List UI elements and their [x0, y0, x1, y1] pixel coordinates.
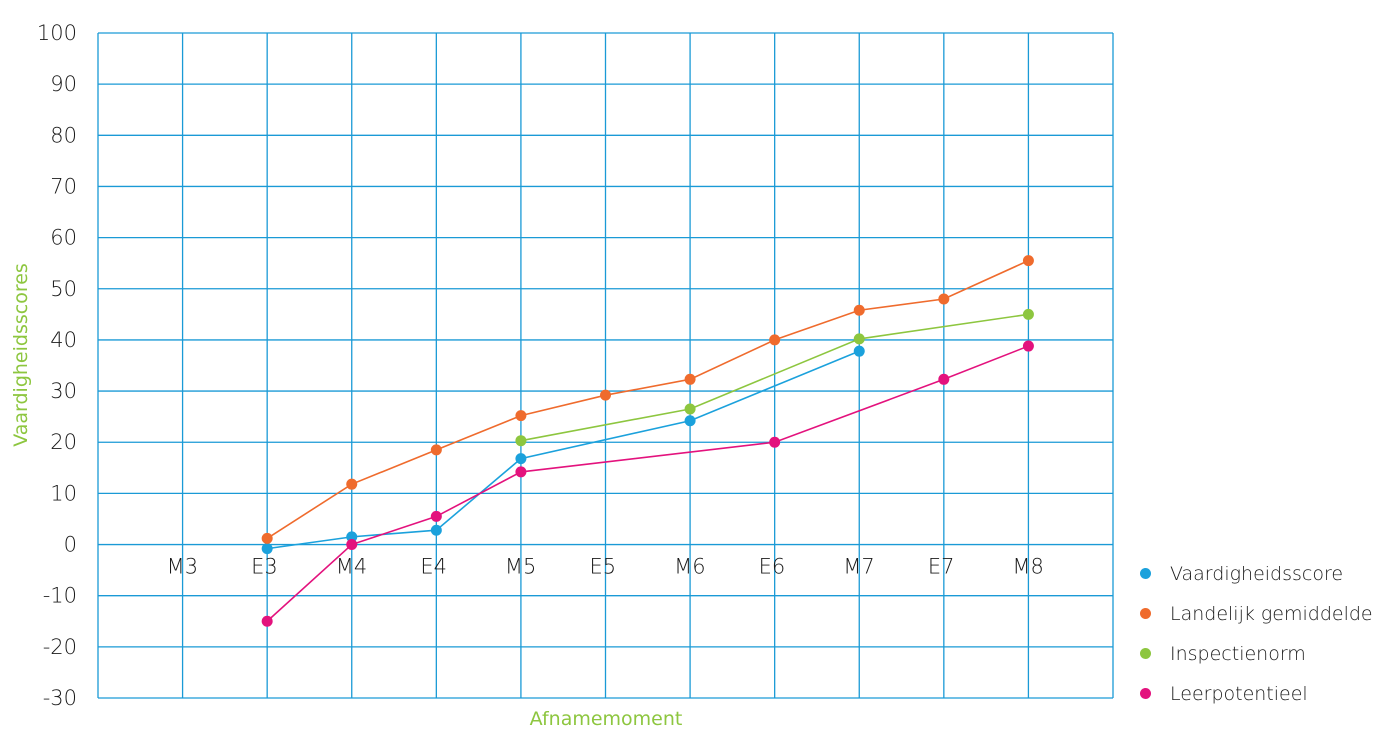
data-point — [853, 333, 865, 345]
x-tick-label: E6 — [759, 555, 786, 579]
data-point — [938, 293, 950, 305]
x-tick-label: E3 — [251, 555, 278, 579]
data-point — [346, 531, 358, 543]
data-point — [261, 543, 273, 555]
x-tick-label: E5 — [590, 555, 617, 579]
series-points — [261, 255, 1034, 627]
x-tick-label: M6 — [674, 555, 705, 579]
data-point — [684, 403, 696, 415]
x-axis-ticks: M3 E3 M4 E4 M5 E5 M6 E6 M7 E7 M8 — [167, 555, 1044, 579]
y-tick-label: 10 — [50, 481, 77, 505]
data-point — [261, 532, 273, 544]
legend-marker — [1140, 608, 1151, 619]
y-tick-label: -10 — [43, 584, 77, 608]
y-tick-label: -20 — [43, 635, 77, 659]
data-point — [515, 466, 527, 478]
x-tick-label: M7 — [843, 555, 874, 579]
x-tick-label: M8 — [1012, 555, 1043, 579]
data-point — [346, 478, 358, 490]
x-tick-label: M5 — [505, 555, 536, 579]
x-tick-label: E4 — [420, 555, 447, 579]
data-point — [600, 389, 611, 401]
x-axis-label: Afnamemoment — [530, 708, 683, 730]
data-point — [1022, 255, 1034, 267]
legend-item: Vaardigheidsscore — [1140, 560, 1373, 587]
series-line — [520, 313, 1029, 442]
y-tick-label: 80 — [50, 123, 77, 147]
data-point — [938, 373, 950, 385]
legend-label: Landelijk gemiddelde — [1170, 602, 1373, 625]
data-point — [1022, 308, 1034, 320]
y-tick-label: 0 — [64, 533, 77, 557]
chart-legend: Vaardigheidsscore Landelijk gemiddelde Ins… — [1140, 560, 1373, 720]
data-point — [430, 510, 442, 522]
legend-label: Leerpotentieel — [1170, 682, 1308, 705]
data-point — [853, 304, 865, 316]
y-tick-label: 50 — [50, 277, 77, 301]
data-point — [1022, 340, 1034, 352]
series-line — [267, 350, 860, 550]
legend-label: Vaardigheidsscore — [1170, 562, 1344, 585]
legend-marker — [1140, 688, 1151, 699]
x-tick-label: M4 — [336, 555, 367, 579]
x-tick-label: M3 — [167, 555, 198, 579]
data-point — [769, 436, 781, 448]
legend-label: Inspectienorm — [1170, 642, 1306, 665]
series-lines — [266, 259, 1029, 622]
data-point — [430, 444, 442, 456]
legend-marker — [1140, 648, 1151, 659]
legend-item: Inspectienorm — [1140, 640, 1373, 667]
y-tick-label: 20 — [50, 430, 77, 454]
legend-item: Leerpotentieel — [1140, 680, 1373, 707]
data-point — [769, 334, 781, 346]
data-point — [430, 524, 442, 536]
data-point — [515, 453, 527, 465]
data-point — [684, 373, 696, 385]
legend-item: Landelijk gemiddelde — [1140, 600, 1373, 627]
y-axis-label: Vaardigheidsscores — [10, 263, 32, 447]
data-point — [515, 410, 527, 422]
data-point — [684, 415, 696, 427]
y-tick-label: 40 — [50, 328, 77, 352]
y-tick-label: 30 — [50, 379, 77, 403]
data-point — [261, 615, 273, 627]
y-tick-label: 100 — [37, 21, 77, 45]
y-tick-label: 90 — [50, 72, 77, 96]
data-point — [346, 539, 358, 551]
data-point — [515, 435, 527, 447]
chart-grid — [97, 32, 1114, 699]
data-point — [853, 345, 865, 357]
y-tick-label: -30 — [43, 686, 77, 710]
x-tick-label: E7 — [928, 555, 955, 579]
series-line — [266, 259, 1029, 540]
y-tick-label: 60 — [50, 226, 77, 250]
y-tick-label: 70 — [50, 174, 77, 198]
legend-marker — [1140, 568, 1151, 579]
